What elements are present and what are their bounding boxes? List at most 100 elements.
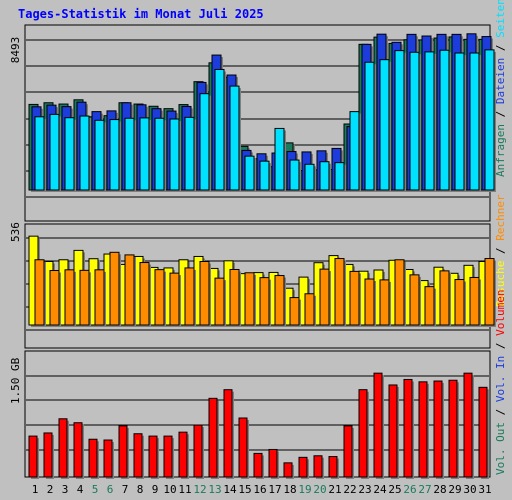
day-label-6: 6 (107, 483, 114, 496)
bar-volumen-day-25 (388, 384, 398, 478)
bar-volumen-day-3 (58, 418, 68, 478)
day-label-31: 31 (478, 483, 491, 496)
y-tick-label-middle: 536 (9, 222, 22, 242)
day-label-29: 29 (448, 483, 461, 496)
legend-top: Anfragen / Dateien / Seiten (494, 0, 507, 177)
bar-seiten-day-1 (34, 116, 45, 191)
day-label-17: 17 (268, 483, 281, 496)
bar-volumen-day-16 (253, 452, 263, 478)
bar-seiten-day-21 (334, 162, 345, 191)
bar-rechner-day-8 (139, 262, 150, 326)
bar-rechner-day-20 (319, 268, 330, 326)
bar-seiten-day-15 (244, 155, 255, 191)
bar-rechner-day-29 (454, 279, 465, 326)
bar-seiten-day-7 (124, 117, 135, 191)
day-label-22: 22 (343, 483, 356, 496)
day-label-16: 16 (253, 483, 266, 496)
day-label-15: 15 (238, 483, 251, 496)
chart-title: Tages-Statistik im Monat Juli 2025 (18, 7, 264, 21)
bar-seiten-day-29 (454, 52, 465, 191)
bar-seiten-day-24 (379, 59, 390, 191)
bar-rechner-day-26 (409, 274, 420, 326)
bar-volumen-day-31 (478, 386, 488, 478)
bar-rechner-day-13 (214, 277, 225, 326)
bar-volumen-day-6 (103, 439, 113, 478)
bar-volumen-day-24 (373, 372, 383, 478)
day-label-20: 20 (313, 483, 326, 496)
bar-volumen-day-21 (328, 456, 338, 478)
bar-volumen-day-5 (88, 438, 98, 478)
bar-rechner-day-17 (274, 275, 285, 326)
legend-item-rechner: Rechner (494, 194, 507, 241)
bar-seiten-day-28 (439, 49, 450, 191)
bar-rechner-day-19 (304, 293, 315, 326)
bar-rechner-day-15 (244, 272, 255, 326)
bar-rechner-day-16 (259, 277, 270, 326)
bar-seiten-day-3 (64, 117, 75, 191)
day-label-13: 13 (208, 483, 221, 496)
bar-volumen-day-18 (283, 462, 293, 478)
legend-separator: / (494, 241, 507, 261)
bar-rechner-day-30 (469, 276, 480, 326)
bar-rechner-day-31 (484, 258, 495, 326)
bar-rechner-day-1 (34, 259, 45, 326)
bar-seiten-day-20 (319, 161, 330, 191)
bar-volumen-day-14 (223, 389, 233, 478)
bar-seiten-day-10 (169, 118, 180, 191)
bar-seiten-day-19 (304, 163, 315, 191)
bar-volumen-day-9 (148, 435, 158, 478)
bar-volumen-day-28 (433, 380, 443, 478)
bar-seiten-day-31 (484, 49, 495, 191)
bar-volumen-day-2 (43, 432, 53, 478)
bar-seiten-day-14 (229, 85, 240, 191)
bar-rechner-day-3 (64, 269, 75, 326)
day-label-19: 19 (298, 483, 311, 496)
bar-volumen-day-22 (343, 425, 353, 478)
bar-seiten-day-30 (469, 52, 480, 191)
day-label-8: 8 (137, 483, 144, 496)
day-label-4: 4 (77, 483, 84, 496)
y-tick-label-top: 8493 (9, 37, 22, 64)
legend-separator: / (494, 402, 507, 422)
day-label-28: 28 (433, 483, 446, 496)
bar-volumen-day-12 (193, 424, 203, 478)
bar-rechner-day-24 (379, 279, 390, 326)
legend-item-volumen: Volumen (494, 290, 507, 336)
bar-volumen-day-29 (448, 379, 458, 478)
legend-separator: / (494, 104, 507, 124)
bar-volumen-day-20 (313, 455, 323, 478)
legend-item-vol-in: Vol. In (494, 356, 507, 402)
legend-bottom: Vol. Out / Vol. In / Volumen (494, 290, 507, 475)
bar-volumen-day-13 (208, 397, 218, 478)
bar-seiten-day-8 (139, 117, 150, 191)
bar-rechner-day-25 (394, 259, 405, 326)
bar-volumen-day-1 (28, 435, 38, 478)
legend-item-seiten: Seiten (494, 0, 507, 38)
day-label-23: 23 (358, 483, 371, 496)
bar-volumen-day-30 (463, 372, 473, 478)
bar-seiten-day-12 (199, 93, 210, 191)
day-label-21: 21 (328, 483, 341, 496)
day-label-1: 1 (32, 483, 39, 496)
bar-seiten-day-2 (49, 113, 60, 191)
bar-rechner-day-22 (349, 270, 360, 326)
bar-seiten-day-18 (289, 159, 300, 191)
bar-rechner-day-14 (229, 268, 240, 326)
bar-rechner-day-2 (49, 270, 60, 326)
day-label-25: 25 (388, 483, 401, 496)
bar-seiten-day-23 (364, 61, 375, 191)
bar-volumen-day-4 (73, 422, 83, 478)
day-label-26: 26 (403, 483, 416, 496)
bar-rechner-day-21 (334, 258, 345, 326)
bar-rechner-day-18 (289, 297, 300, 326)
day-label-12: 12 (193, 483, 206, 496)
day-label-24: 24 (373, 483, 387, 496)
day-label-14: 14 (223, 483, 237, 496)
bar-volumen-day-17 (268, 448, 278, 478)
legend-item-anfragen: Anfragen (494, 124, 507, 177)
bar-seiten-day-22 (349, 111, 360, 191)
day-label-2: 2 (47, 483, 54, 496)
day-label-10: 10 (163, 483, 176, 496)
bar-rechner-day-27 (424, 286, 435, 326)
